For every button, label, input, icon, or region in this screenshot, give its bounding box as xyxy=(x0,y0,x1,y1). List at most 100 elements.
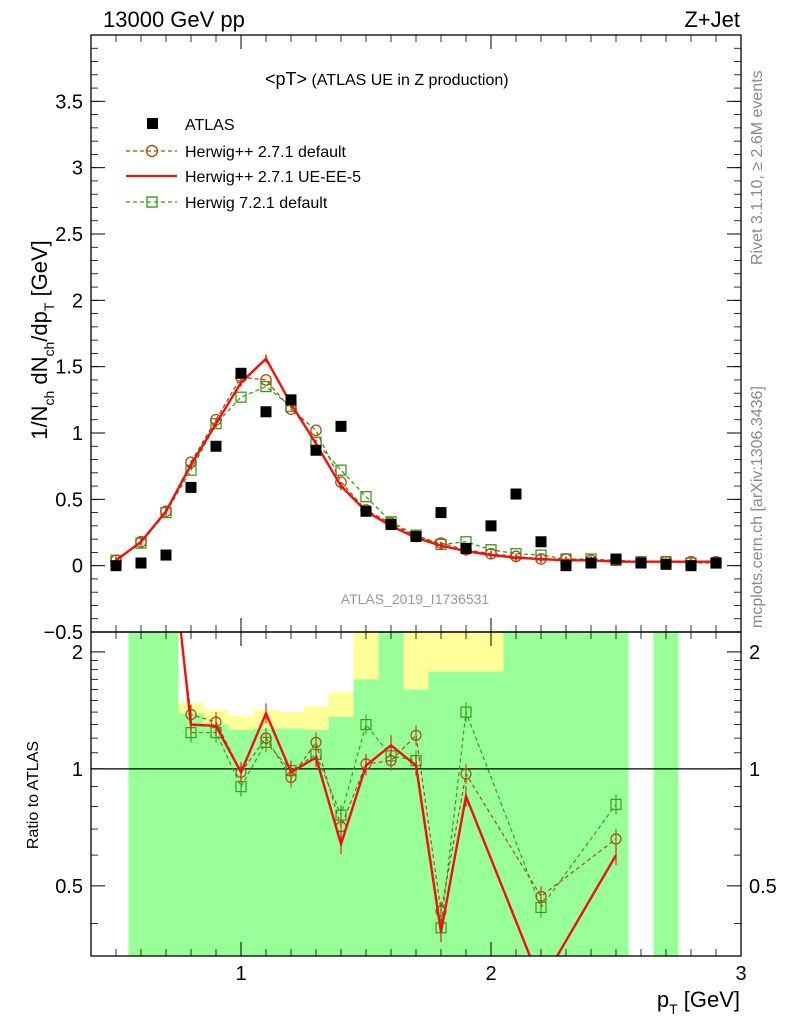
main-point-h721-default xyxy=(360,491,372,503)
main-point-h721-default xyxy=(335,464,347,476)
main-ylabel-s1: ch xyxy=(41,391,57,406)
main-ytick-label: 3.5 xyxy=(55,91,83,113)
main-ylabel-t4: [GeV] xyxy=(27,240,52,302)
analysis-id: ATLAS_2019_I1736531 xyxy=(341,591,490,607)
chart-marks: −0.5 0 0.5 1 1.5 2 2.5 3 3.5 1 2 3 0.5 0.5 1 1 2 2 xyxy=(44,34,777,985)
ratio-point-h271-default xyxy=(460,768,472,780)
legend-title-sub: (ATLAS UE in Z production) xyxy=(307,72,509,89)
main-ytick-label: 0.5 xyxy=(55,489,83,511)
main-point-atlas xyxy=(635,557,647,569)
main-point-atlas xyxy=(310,444,322,456)
ratio-series xyxy=(179,632,622,956)
ratio-ytick-label-right: 2 xyxy=(749,642,760,664)
legend: <pT> (ATLAS UE in Z production) ATLAS He… xyxy=(126,69,509,212)
ratio-band-green xyxy=(578,632,604,956)
main-point-h271-default xyxy=(260,374,272,386)
ratio-point-h721-default xyxy=(460,706,472,718)
main-point-atlas xyxy=(510,488,522,500)
main-point-h721-default xyxy=(235,391,247,403)
main-point-atlas xyxy=(210,440,222,452)
main-ytick-label: 3 xyxy=(72,158,83,180)
legend-h271def-label: Herwig++ 2.7.1 default xyxy=(185,144,347,161)
ratio-band-green xyxy=(603,632,629,956)
ratio-ylabel: Ratio to ATLAS xyxy=(25,741,42,849)
axis-ticks: −0.5 0 0.5 1 1.5 2 2.5 3 3.5 1 2 3 0.5 0.5 1 1 2 2 xyxy=(44,34,777,985)
main-point-atlas xyxy=(385,519,397,531)
xtick-label: 3 xyxy=(735,963,746,985)
main-point-atlas xyxy=(585,557,597,569)
main-point-atlas xyxy=(710,557,722,569)
legend-h271ue-label: Herwig++ 2.7.1 UE-EE-5 xyxy=(185,169,361,186)
main-point-atlas xyxy=(285,394,297,406)
main-ytick-label: −0.5 xyxy=(44,622,83,644)
main-ylabel-t3: /dp xyxy=(27,311,52,342)
ratio-point-h271-default xyxy=(260,732,272,744)
legend-atlas-marker xyxy=(147,118,158,129)
main-point-atlas xyxy=(435,507,447,519)
main-ytick-label: 0 xyxy=(72,556,83,578)
legend-h271def-marker xyxy=(145,144,159,158)
main-ytick-label: 1 xyxy=(72,423,83,445)
legend-h721def-marker xyxy=(146,196,158,208)
main-series xyxy=(110,354,722,572)
ratio-ytick-label: 0.5 xyxy=(55,876,83,898)
x-axis-title: pT [GeV] xyxy=(657,987,740,1017)
xtick-label: 2 xyxy=(485,963,496,985)
legend-atlas-label: ATLAS xyxy=(185,117,235,134)
process-label: Z+Jet xyxy=(684,7,740,32)
main-point-atlas xyxy=(135,557,147,569)
main-point-atlas xyxy=(560,560,572,572)
main-ylabel: 1/Nch dNch/dpT [GeV] xyxy=(27,240,57,440)
ratio-ytick-label-right: 0.5 xyxy=(749,876,777,898)
legend-title: <pT> (ATLAS UE in Z production) xyxy=(265,69,509,89)
main-point-atlas xyxy=(535,536,547,548)
main-point-atlas xyxy=(410,530,422,542)
ratio-point-h271-default xyxy=(610,833,622,845)
main-ylabel-s3: T xyxy=(41,302,57,311)
main-ytick-label: 2.5 xyxy=(55,224,83,246)
ratio-band-green xyxy=(253,728,279,956)
main-point-atlas xyxy=(110,560,122,572)
main-point-h271-default xyxy=(310,424,322,437)
main-point-atlas xyxy=(460,542,472,554)
ratio-ytick-label-right: 1 xyxy=(749,759,760,781)
legend-title-main: <pT> xyxy=(265,69,307,89)
main-point-atlas xyxy=(660,558,672,570)
ratio-point-h721-default xyxy=(610,798,622,811)
x-axis-title-t1: p xyxy=(657,987,669,1012)
ratio-band-green xyxy=(128,632,154,956)
x-axis-title-t2: [GeV] xyxy=(678,987,740,1012)
main-point-h721-default xyxy=(260,380,272,393)
ratio-ytick-label: 1 xyxy=(72,759,83,781)
ratio-point-h271-default xyxy=(385,755,397,767)
x-axis-title-s1: T xyxy=(669,1001,678,1017)
ratio-band-green xyxy=(653,632,679,956)
main-point-atlas xyxy=(485,520,497,532)
main-ylabel-s2: ch xyxy=(41,342,57,357)
main-ylabel-t1: 1/N xyxy=(27,406,52,440)
ratio-band-green xyxy=(553,632,579,956)
mcplots-label: mcplots.cern.ch [arXiv:1306.3436] xyxy=(749,386,766,628)
ratio-band-green xyxy=(378,632,404,956)
rivet-label: Rivet 3.1.10, ≥ 2.6M events xyxy=(749,70,766,265)
ratio-bands xyxy=(128,632,679,956)
main-point-atlas xyxy=(610,553,622,565)
ratio-point-h271-default xyxy=(410,729,422,741)
main-point-h271-default xyxy=(160,505,172,518)
ratio-point-h271-default xyxy=(535,890,547,902)
ratio-band-green xyxy=(503,632,529,956)
main-point-h271-default xyxy=(135,535,147,548)
ratio-band-green xyxy=(178,713,204,956)
ratio-band-green xyxy=(303,729,329,956)
main-ytick-label: 1.5 xyxy=(55,357,83,379)
main-point-atlas xyxy=(685,560,697,572)
main-point-atlas xyxy=(185,481,197,493)
energy-label: 13000 GeV pp xyxy=(103,7,245,32)
main-point-atlas xyxy=(235,367,247,379)
ratio-band-green xyxy=(203,724,229,956)
main-ytick-label: 2 xyxy=(72,290,83,312)
ratio-point-h271-default xyxy=(310,736,322,748)
main-point-atlas xyxy=(335,420,347,432)
legend-h721def-label: Herwig 7.2.1 default xyxy=(185,195,328,212)
